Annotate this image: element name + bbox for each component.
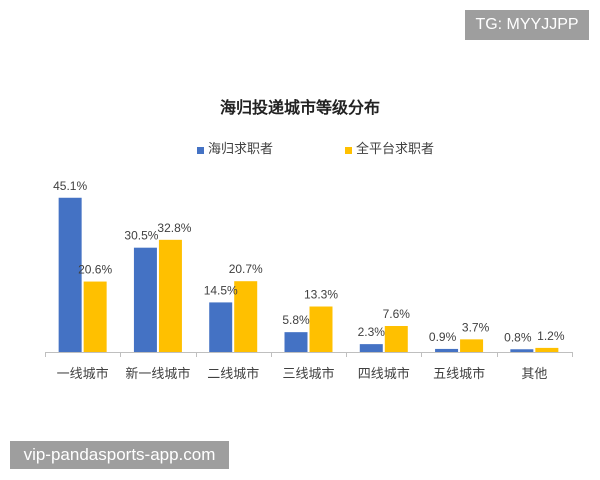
bar-series-2 [384,326,408,352]
x-tick-labels-group: 一线城市 新一线城市 二线城市 三线城市 四线城市 五线城市 其他 [57,366,548,382]
data-label-series-2: 1.2% [537,329,565,343]
data-labels-group: 45.1% 20.6% 30.5%32.8% 14.5% 20.7% 5.8% 13.3% 2… [53,179,565,345]
watermark-text-bottom-left: vip-pandasports-app.com [23,445,216,464]
bar-series-1 [58,197,82,352]
x-tick-label: 一线城市 [57,366,109,382]
x-tick-label: 三线城市 [282,366,334,382]
x-axis-ticks-group [45,352,573,357]
legend-label-series-1: 海归求职者 [208,142,274,157]
data-label-series-1: 0.9% [429,330,457,344]
data-label-series-2: 3.7% [462,320,490,334]
bar-series-2 [158,239,182,352]
data-label-series-1: 30.5% [124,229,158,243]
bar-series-2 [234,281,258,352]
bar-series-1 [510,349,534,352]
data-label-series-2: 20.6% [78,263,112,277]
data-label-series-1: 2.3% [358,325,386,339]
bar-series-1 [133,247,157,352]
x-tick-label: 五线城市 [433,366,485,382]
data-label-series-2: 7.6% [383,307,411,321]
bar-series-2 [309,306,333,352]
data-label-series-1: 0.8% [504,330,532,344]
x-tick-label: 其他 [521,367,547,382]
bar-series-1 [209,302,233,352]
legend-swatch-series-1 [197,146,204,154]
data-label-series-2: 32.8% [157,221,191,235]
legend-item-series-1: 海归求职者 [197,142,273,158]
legend-swatch-series-2 [345,146,352,154]
bar-series-2 [535,347,559,352]
x-tick-label: 四线城市 [358,366,410,382]
bars-group [58,197,559,352]
legend-label-series-2: 全平台求职者 [356,142,435,157]
chart-title: 海归投递城市等级分布 [219,98,380,117]
bar-series-1 [284,332,308,352]
data-label-series-1: 14.5% [204,283,238,297]
bar-series-1 [435,348,459,352]
x-tick-label: 二线城市 [207,366,259,382]
x-tick-label: 新一线城市 [125,366,190,382]
data-label-series-1: 5.8% [282,313,310,327]
legend-item-series-2: 全平台求职者 [345,142,434,158]
data-label-series-1: 45.1% [53,179,87,193]
bar-series-2 [460,339,484,352]
watermark-badge-top-right: TG: MYYJJPP [465,10,589,40]
watermark-text-top-right: TG: MYYJJPP [475,16,579,33]
bar-series-1 [359,344,383,352]
bar-series-2 [83,281,107,352]
watermark-badge-bottom-left: vip-pandasports-app.com [10,441,229,469]
data-label-series-2: 13.3% [304,288,338,302]
data-label-series-2: 20.7% [229,262,263,276]
